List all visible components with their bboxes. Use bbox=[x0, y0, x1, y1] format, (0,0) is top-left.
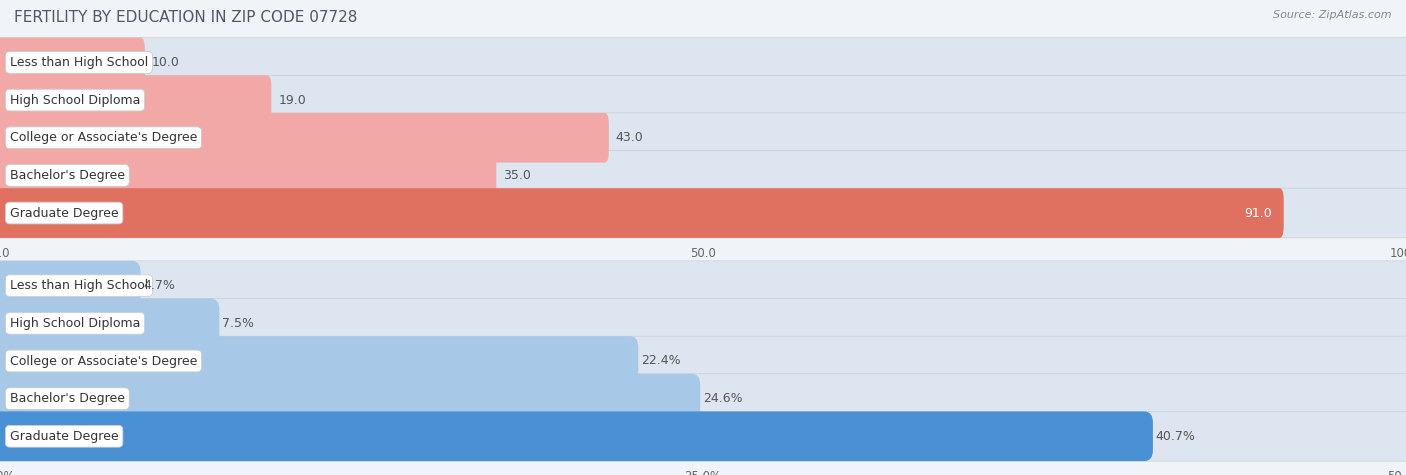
Text: Graduate Degree: Graduate Degree bbox=[10, 207, 118, 219]
Text: High School Diploma: High School Diploma bbox=[10, 94, 141, 106]
FancyBboxPatch shape bbox=[0, 298, 219, 348]
Text: Less than High School: Less than High School bbox=[10, 279, 148, 292]
FancyBboxPatch shape bbox=[0, 188, 1406, 238]
Text: Bachelor's Degree: Bachelor's Degree bbox=[10, 169, 125, 182]
Text: 22.4%: 22.4% bbox=[641, 354, 681, 368]
FancyBboxPatch shape bbox=[0, 188, 1284, 238]
FancyBboxPatch shape bbox=[0, 336, 638, 386]
Text: Source: ZipAtlas.com: Source: ZipAtlas.com bbox=[1274, 10, 1392, 19]
Text: Graduate Degree: Graduate Degree bbox=[10, 430, 118, 443]
FancyBboxPatch shape bbox=[0, 151, 496, 200]
FancyBboxPatch shape bbox=[0, 113, 609, 162]
FancyBboxPatch shape bbox=[0, 336, 1406, 386]
Text: College or Associate's Degree: College or Associate's Degree bbox=[10, 131, 197, 144]
FancyBboxPatch shape bbox=[0, 38, 1406, 87]
FancyBboxPatch shape bbox=[0, 113, 1406, 162]
Text: High School Diploma: High School Diploma bbox=[10, 317, 141, 330]
Text: 40.7%: 40.7% bbox=[1156, 430, 1195, 443]
FancyBboxPatch shape bbox=[0, 75, 1406, 125]
FancyBboxPatch shape bbox=[0, 151, 1406, 200]
FancyBboxPatch shape bbox=[0, 261, 141, 311]
Text: 4.7%: 4.7% bbox=[143, 279, 176, 292]
FancyBboxPatch shape bbox=[0, 261, 1406, 311]
FancyBboxPatch shape bbox=[0, 411, 1153, 461]
Text: FERTILITY BY EDUCATION IN ZIP CODE 07728: FERTILITY BY EDUCATION IN ZIP CODE 07728 bbox=[14, 10, 357, 25]
Text: 10.0: 10.0 bbox=[152, 56, 180, 69]
FancyBboxPatch shape bbox=[0, 298, 1406, 348]
Text: Bachelor's Degree: Bachelor's Degree bbox=[10, 392, 125, 405]
Text: 43.0: 43.0 bbox=[616, 131, 644, 144]
Text: 24.6%: 24.6% bbox=[703, 392, 742, 405]
Text: 7.5%: 7.5% bbox=[222, 317, 254, 330]
FancyBboxPatch shape bbox=[0, 75, 271, 125]
FancyBboxPatch shape bbox=[0, 411, 1406, 461]
FancyBboxPatch shape bbox=[0, 38, 145, 87]
Text: 91.0: 91.0 bbox=[1244, 207, 1272, 219]
FancyBboxPatch shape bbox=[0, 374, 1406, 424]
Text: 35.0: 35.0 bbox=[503, 169, 531, 182]
FancyBboxPatch shape bbox=[0, 374, 700, 424]
Text: Less than High School: Less than High School bbox=[10, 56, 148, 69]
Text: 19.0: 19.0 bbox=[278, 94, 307, 106]
Text: College or Associate's Degree: College or Associate's Degree bbox=[10, 354, 197, 368]
